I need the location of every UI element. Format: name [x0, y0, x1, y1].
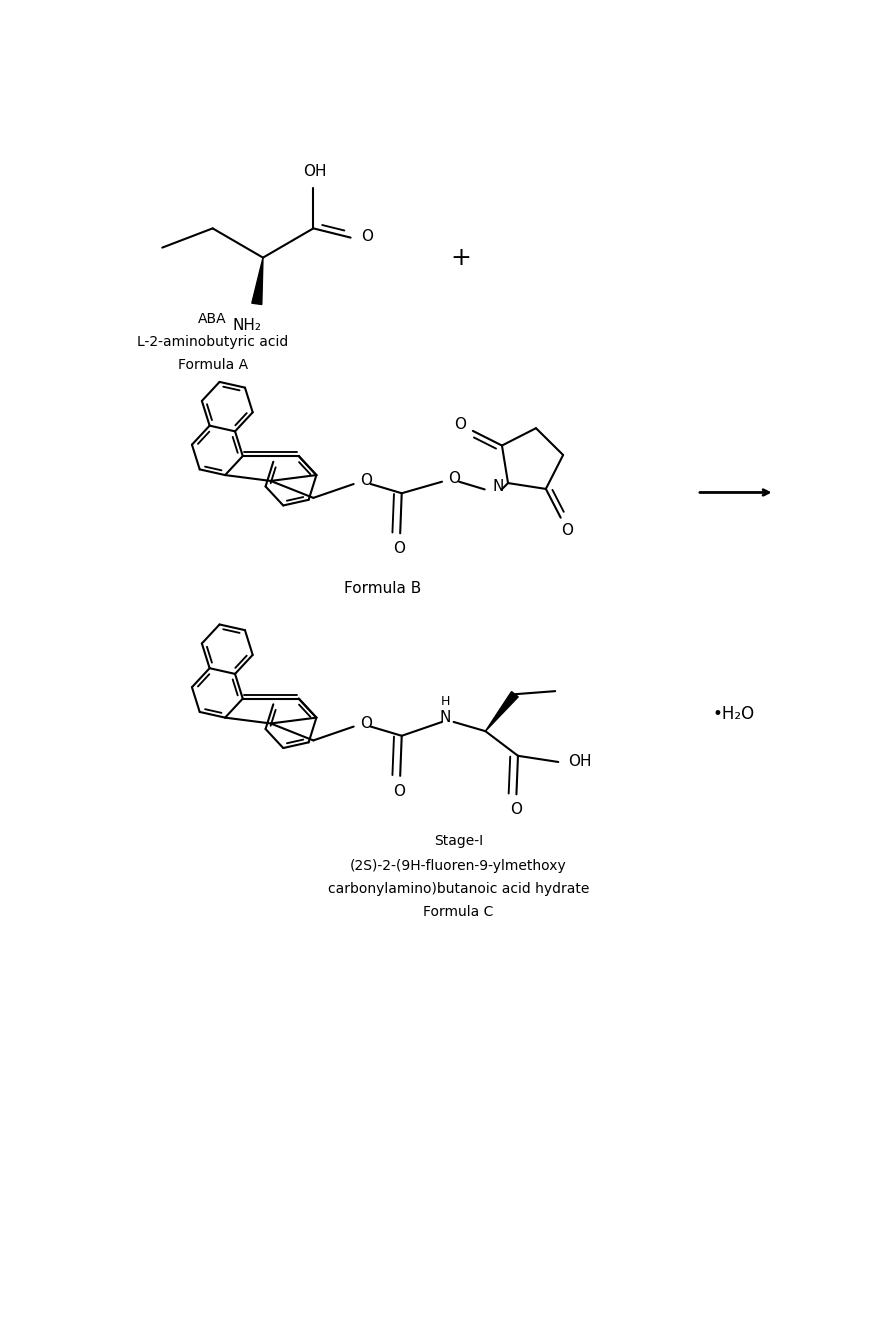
Polygon shape — [251, 257, 263, 305]
Text: (2S)-2-(9H-fluoren-9-ylmethoxy: (2S)-2-(9H-fluoren-9-ylmethoxy — [350, 859, 566, 872]
Text: +: + — [450, 245, 470, 269]
Text: O: O — [359, 717, 372, 731]
Text: O: O — [561, 522, 572, 538]
Text: OH: OH — [303, 164, 326, 178]
Polygon shape — [485, 691, 518, 731]
Text: O: O — [361, 229, 373, 244]
Text: H: H — [440, 695, 450, 707]
Text: •H₂O: •H₂O — [712, 705, 754, 723]
Text: Formula C: Formula C — [423, 906, 493, 919]
Text: OH: OH — [568, 754, 591, 770]
Text: O: O — [393, 541, 405, 557]
Text: O: O — [454, 417, 466, 432]
Text: O: O — [393, 783, 405, 799]
Text: N: N — [439, 710, 451, 725]
Text: NH₂: NH₂ — [232, 318, 262, 333]
Text: Formula B: Formula B — [344, 581, 421, 597]
Text: O: O — [359, 473, 372, 489]
Text: carbonylamino)butanoic acid hydrate: carbonylamino)butanoic acid hydrate — [327, 882, 588, 896]
Text: O: O — [448, 472, 460, 486]
Text: ABA: ABA — [198, 312, 227, 326]
Text: O: O — [509, 802, 521, 818]
Text: N: N — [493, 478, 503, 494]
Text: Formula A: Formula A — [177, 358, 248, 373]
Text: Stage-I: Stage-I — [434, 834, 483, 847]
Text: L-2-aminobutyric acid: L-2-aminobutyric acid — [137, 336, 288, 349]
